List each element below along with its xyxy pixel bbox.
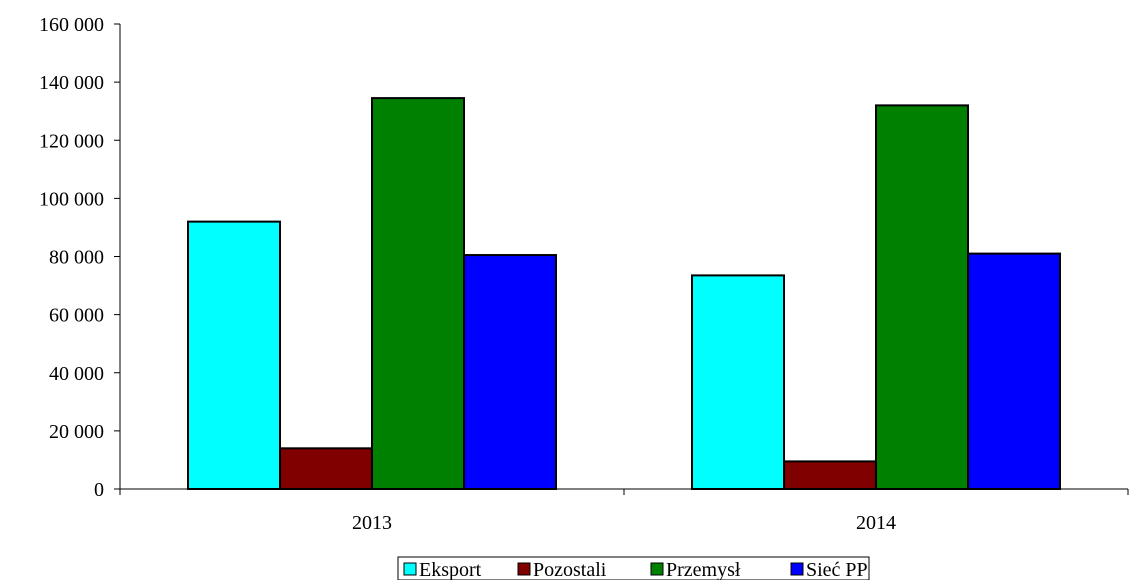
y-tick-label: 80 000 [49, 247, 104, 269]
bar-przemys--2013 [371, 97, 465, 490]
bars [187, 97, 1061, 490]
legend-box [397, 556, 870, 580]
y-tick-label: 100 000 [39, 188, 104, 210]
bar-eksport-2014 [691, 274, 785, 490]
bar-sie-pp-2014 [967, 252, 1061, 490]
legend-swatch [403, 562, 417, 576]
y-tick-label: 20 000 [49, 421, 104, 443]
y-axis-ticks: 0 20 000 40 000 60 000 80 000 100 000 120 000 1… [39, 14, 120, 501]
y-tick-label: 40 000 [49, 363, 104, 385]
y-tick-label: 60 000 [49, 305, 104, 327]
legend-label: Eksport [419, 559, 482, 580]
x-category-label: 2013 [352, 512, 392, 534]
bar-przemys--2014 [875, 104, 969, 490]
legend-label: Sieć PP [806, 559, 868, 580]
x-axis-labels: 2013 2014 [352, 512, 896, 534]
y-tick-label: 160 000 [39, 14, 104, 36]
y-tick-label: 0 [94, 479, 104, 501]
y-tick-label: 140 000 [39, 72, 104, 94]
x-category-label: 2014 [856, 512, 896, 534]
legend-swatch [650, 562, 664, 576]
bar-pozostali-2013 [279, 447, 373, 490]
legend-swatch [517, 562, 531, 576]
legend-label: Przemysł [666, 559, 741, 580]
bar-pozostali-2014 [783, 460, 877, 490]
legend: Eksport Pozostali Przemysł Sieć PP [397, 556, 870, 580]
bar-sie-pp-2013 [463, 254, 557, 490]
y-tick-label: 120 000 [39, 130, 104, 152]
axes [119, 24, 1129, 495]
bar-eksport-2013 [187, 220, 281, 490]
legend-swatch [790, 562, 804, 576]
legend-label: Pozostali [533, 559, 607, 580]
